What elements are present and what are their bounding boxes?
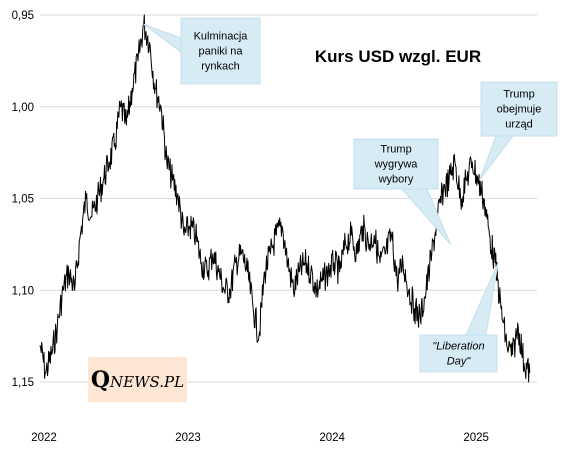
callout-box [353,138,439,190]
callout-text: rynkach [201,61,240,73]
callout-text: Trump [503,89,534,101]
x-tick-label: 2022 [31,432,57,444]
x-tick-label: 2024 [319,432,345,444]
y-tick-label: 1,05 [12,194,34,206]
annotation-callout: Kulminacja paniki na rynkach [143,17,261,85]
callout-text: wygrywa [374,159,419,171]
annotation-callout: "Liberation Day" [419,262,499,373]
series-line [39,14,531,383]
callout-text: Trump [380,144,411,156]
y-axis: 0,95 1,00 1,05 1,10 1,15 [12,10,34,389]
x-tick-label: 2023 [175,432,201,444]
logo-text: NEWS.PL [110,372,185,391]
callout-pointer [465,262,499,336]
callout-text: paniki na [198,46,243,58]
callout-text: "Liberation [432,341,484,353]
callout-box [419,334,498,373]
chart-title: Kurs USD wzgl. EUR [315,47,481,66]
logo-letter: Q [90,366,111,393]
callout-text: Day" [447,356,472,368]
x-axis: 2022 2023 2024 2025 [31,432,489,444]
y-tick-label: 0,95 [12,10,34,22]
y-tick-label: 1,15 [12,377,34,389]
callout-box [480,81,558,137]
callout-pointer [478,135,515,181]
callout-box [180,17,261,85]
callout-text: urząd [505,119,533,131]
qnews-logo: Q NEWS.PL [88,357,187,402]
callout-text: Kulminacja [194,31,249,43]
y-tick-label: 1,10 [12,285,34,297]
annotation-callout: Trump obejmuje urząd [478,81,558,181]
callout-text: obejmuje [497,104,542,116]
annotations: Kulminacja paniki na rynkach Trump wygrywa wy… [143,17,558,373]
y-tick-label: 1,00 [12,102,34,114]
callout-text: wybory [378,174,414,186]
annotation-callout: Trump wygrywa wybory [353,138,452,245]
x-tick-label: 2025 [463,432,489,444]
